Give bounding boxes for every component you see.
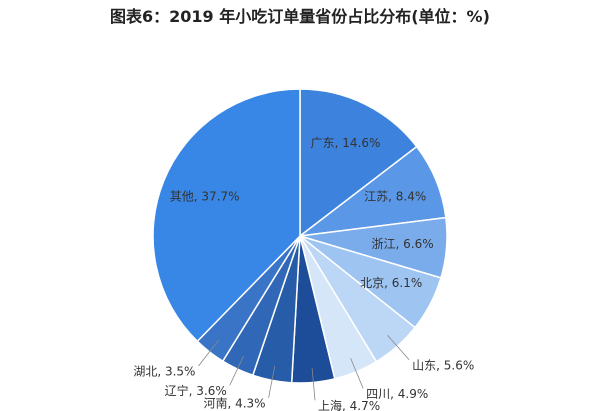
leader-line: [311, 367, 316, 401]
leader-line: [198, 340, 219, 367]
pie-slice: [152, 88, 301, 343]
leader-line: [229, 355, 245, 386]
data-label: 四川, 4.9%: [366, 387, 428, 401]
chart-title: 图表6：2019 年小吃订单量省份占比分布(单位：%): [110, 7, 490, 26]
data-label: 山东, 5.6%: [412, 358, 474, 372]
data-label: 江苏, 8.4%: [364, 189, 426, 203]
data-label: 北京, 6.1%: [360, 276, 422, 290]
leader-line: [350, 358, 364, 389]
leader-line: [268, 365, 276, 399]
data-label: 广东, 14.6%: [311, 136, 381, 150]
data-label: 湖北, 3.5%: [133, 364, 195, 379]
pie-slice: [299, 88, 418, 238]
data-label: 河南, 4.3%: [203, 395, 265, 410]
leader-line: [387, 334, 410, 361]
data-label: 辽宁, 3.6%: [165, 383, 227, 398]
data-label: 上海, 4.7%: [318, 398, 380, 411]
data-label: 其他, 37.7%: [170, 190, 240, 204]
data-label: 浙江, 6.6%: [371, 237, 433, 251]
